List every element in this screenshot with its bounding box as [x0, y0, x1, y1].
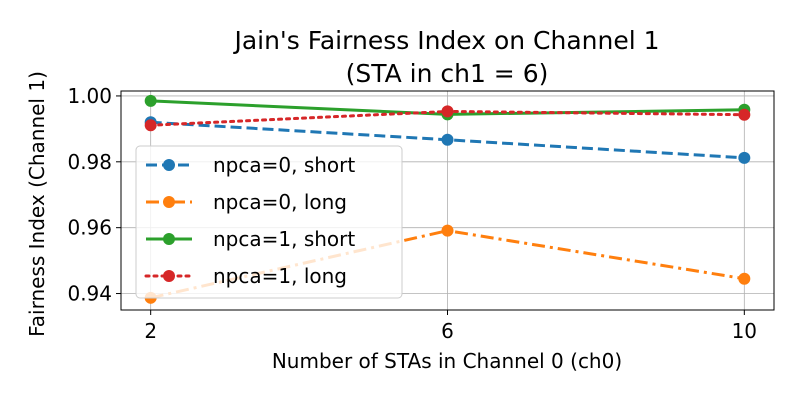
data-point-0 — [441, 133, 454, 146]
data-point-1 — [441, 224, 454, 237]
legend-label-3: npca=1, long — [213, 264, 347, 288]
y-tick-label: 0.98 — [67, 150, 112, 174]
legend-label-0: npca=0, short — [213, 153, 355, 177]
chart-title: Jain's Fairness Index on Channel 1 — [232, 26, 659, 55]
x-axis-label: Number of STAs in Channel 0 (ch0) — [272, 349, 622, 373]
y-axis-label: Fairness Index (Channel 1) — [25, 71, 49, 337]
chart-subtitle: (STA in ch1 = 6) — [346, 59, 549, 88]
legend-marker-1 — [163, 196, 175, 208]
y-tick-label: 1.00 — [67, 84, 112, 108]
y-tick-label: 0.96 — [67, 216, 112, 240]
data-point-0 — [738, 151, 751, 164]
legend-label-1: npca=0, long — [213, 190, 347, 214]
data-point-2 — [144, 94, 157, 107]
data-point-3 — [738, 108, 751, 121]
legend-marker-2 — [163, 233, 175, 245]
x-tick-label: 10 — [732, 319, 757, 343]
legend-box — [135, 145, 403, 299]
legend-marker-3 — [163, 270, 175, 282]
x-tick-label: 2 — [144, 319, 157, 343]
data-point-3 — [144, 119, 157, 132]
data-point-3 — [441, 105, 454, 118]
legend-marker-0 — [163, 159, 175, 171]
plot-area: 2 6 10 0.94 0.96 0.98 1.00 npca=0, short npca=0,… — [67, 84, 775, 343]
y-tick-label: 0.94 — [67, 282, 112, 306]
data-point-1 — [738, 272, 751, 285]
x-tick-label: 6 — [441, 319, 454, 343]
legend-label-2: npca=1, short — [213, 227, 355, 251]
